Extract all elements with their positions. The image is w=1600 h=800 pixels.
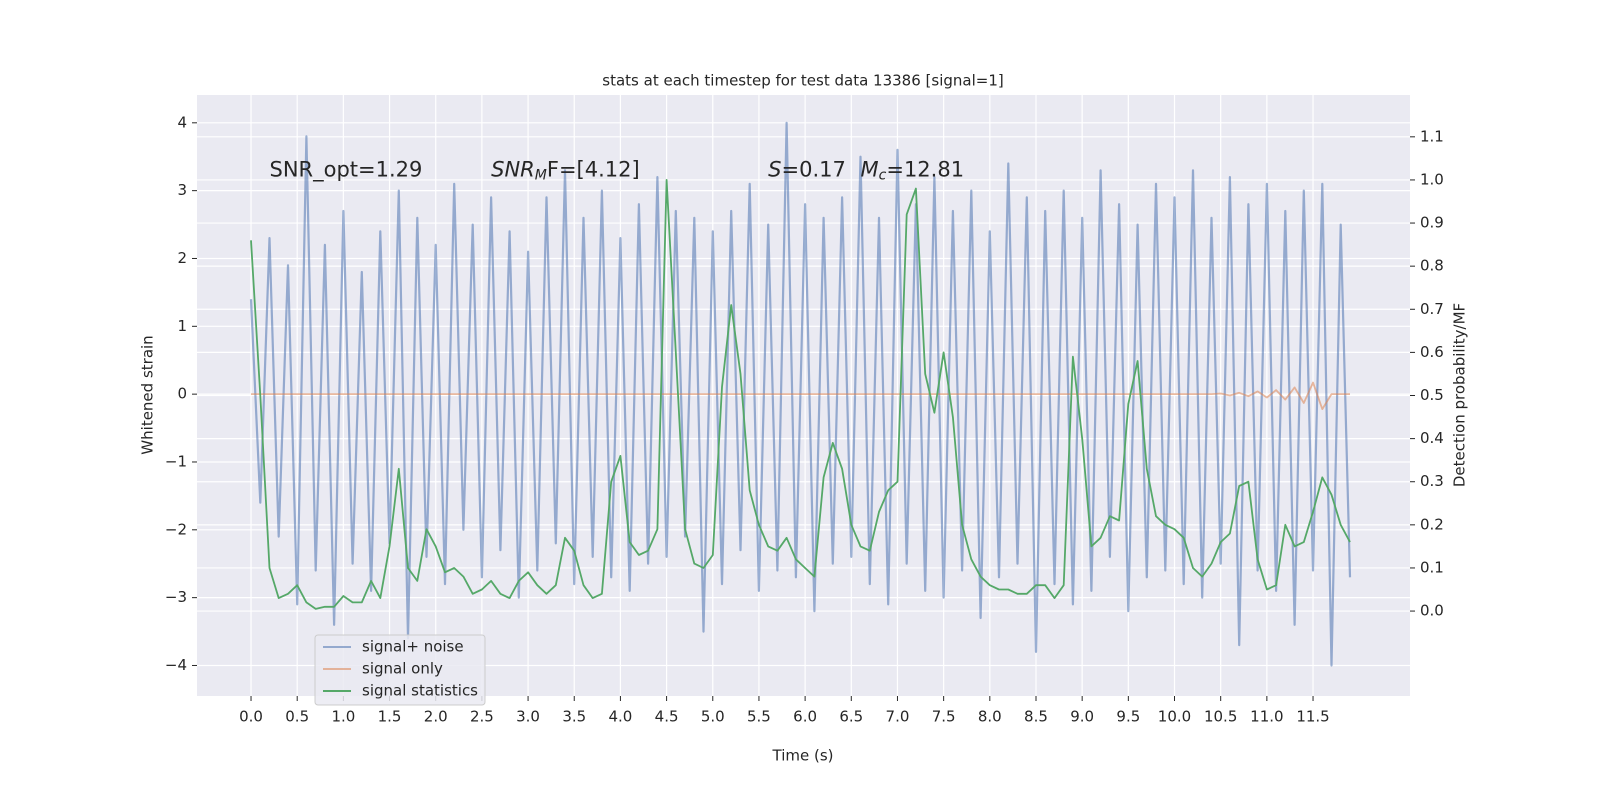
x-tick-label: 10.5: [1204, 708, 1237, 726]
legend-label: signal statistics: [362, 682, 478, 700]
y-tick-label: −2: [165, 520, 187, 538]
x-tick-label: 0.5: [285, 708, 309, 726]
x-tick-label: 5.0: [701, 708, 725, 726]
annotation-base: M: [861, 157, 879, 181]
y-tick-label: 1: [177, 317, 187, 335]
x-tick-label: 9.5: [1116, 708, 1140, 726]
annotation-rest: =0.17: [782, 157, 846, 181]
annotation-text: SNR_opt=1.29: [269, 157, 422, 182]
y2-tick-label: 0.8: [1420, 257, 1444, 275]
annotation-rest: =12.81: [886, 157, 964, 181]
x-tick-label: 2.5: [470, 708, 494, 726]
annotation: SNR_opt=1.29: [269, 157, 422, 182]
y2-tick-label: 0.2: [1420, 515, 1444, 533]
series-line: [249, 121, 1352, 667]
x-tick-label: 3.0: [516, 708, 540, 726]
x-tick-label: 4.0: [608, 708, 632, 726]
annotation-sub: c: [879, 167, 887, 183]
y2-tick-label: 0.1: [1420, 558, 1444, 576]
x-tick-label: 5.5: [747, 708, 771, 726]
y2-tick-label: 0.9: [1420, 214, 1444, 232]
x-tick-label: 9.0: [1070, 708, 1094, 726]
series-line: [251, 381, 1350, 410]
x-tick-label: 8.0: [978, 708, 1002, 726]
x-axis-label: Time (s): [772, 747, 834, 765]
y2-tick-label: 0.4: [1420, 429, 1444, 447]
y-tick-label: 0: [177, 385, 187, 403]
y-tick-label: −1: [165, 452, 187, 470]
annotation-rest: F=[4.12]: [547, 157, 640, 181]
y2-tick-label: 0.7: [1420, 300, 1444, 318]
x-tick-label: 6.0: [793, 708, 817, 726]
x-tick-label: 7.5: [932, 708, 956, 726]
legend-box: [314, 634, 486, 706]
y-tick-label: 4: [177, 113, 187, 131]
annotation: Mc=12.81: [861, 157, 965, 183]
x-tick-label: 6.5: [839, 708, 863, 726]
y-tick-label: −3: [165, 588, 187, 606]
x-tick-label: 1.0: [331, 708, 355, 726]
y2-tick-label: 0.6: [1420, 343, 1444, 361]
legend-label: signal+ noise: [362, 638, 464, 656]
x-tick-label: 0.0: [239, 708, 263, 726]
series-line: [250, 179, 1351, 610]
annotation: SNRMF=[4.12]: [491, 157, 640, 183]
annotation-base: S: [768, 157, 781, 181]
y2-tick-label: 1.1: [1420, 127, 1444, 145]
x-tick-label: 11.0: [1250, 708, 1283, 726]
y-tick-label: −4: [165, 656, 187, 674]
y-tick-label: 3: [177, 181, 187, 199]
x-tick-label: 11.5: [1296, 708, 1329, 726]
x-tick-label: 7.0: [886, 708, 910, 726]
y2-axis-label: Detection probability/MF: [1451, 303, 1469, 487]
y2-tick-label: 1.0: [1420, 170, 1444, 188]
annotation-sub: M: [535, 167, 547, 183]
x-tick-label: 8.5: [1024, 708, 1048, 726]
y-tick-label: 2: [177, 249, 187, 267]
x-tick-label: 3.5: [562, 708, 586, 726]
y2-tick-label: 0.3: [1420, 472, 1444, 490]
x-tick-label: 1.5: [378, 708, 402, 726]
y-axis-label: Whitened strain: [139, 335, 157, 454]
annotation: S=0.17: [768, 157, 846, 181]
y2-tick-label: 0.5: [1420, 386, 1444, 404]
x-tick-label: 2.0: [424, 708, 448, 726]
x-tick-label: 4.5: [655, 708, 679, 726]
legend-label: signal only: [362, 660, 443, 678]
chart-title: stats at each timestep for test data 133…: [602, 72, 1003, 90]
x-tick-label: 10.0: [1158, 708, 1191, 726]
y2-tick-label: 0.0: [1420, 602, 1444, 620]
annotation-base: SNR: [491, 157, 535, 181]
